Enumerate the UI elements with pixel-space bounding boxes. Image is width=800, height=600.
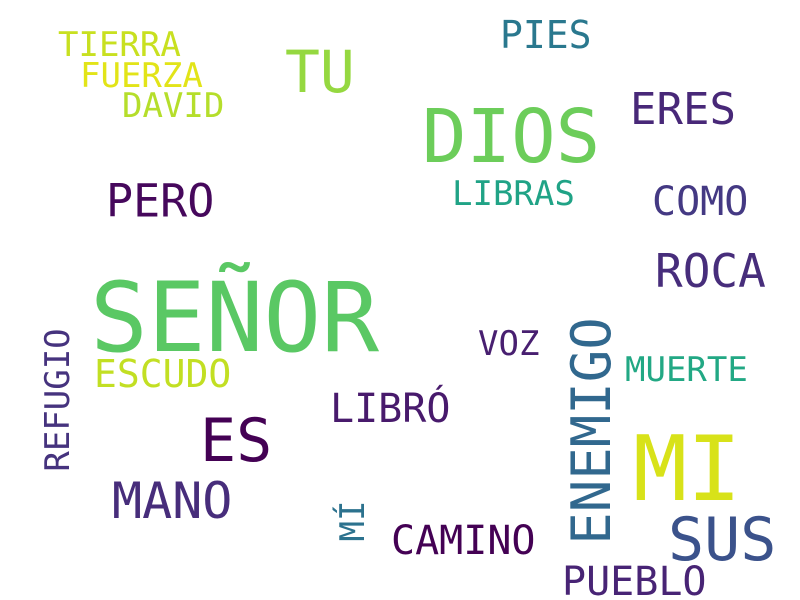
word-libro: LIBRÓ [330, 386, 451, 432]
word-senor: SEÑOR [90, 262, 379, 374]
word-libras: LIBRAS [452, 174, 575, 214]
word-mi-accent: MÍ [333, 500, 373, 542]
word-fuerza: FUERZA [80, 56, 203, 96]
word-enemigo: ENEMIGO [560, 317, 623, 545]
word-david: DAVID [122, 86, 225, 126]
word-como: COMO [652, 179, 749, 225]
word-escudo: ESCUDO [94, 352, 232, 396]
word-eres: ERES [630, 84, 736, 135]
word-sus: SUS [668, 505, 777, 575]
word-mi: MI [633, 417, 742, 522]
word-voz: VOZ [478, 324, 540, 364]
word-es: ES [200, 406, 273, 476]
word-tierra: TIERRA [58, 25, 181, 65]
word-dios: DIOS [422, 94, 601, 180]
word-pies: PIES [500, 13, 592, 57]
word-pero: PERO [106, 174, 215, 228]
word-roca: ROCA [655, 244, 766, 298]
word-pueblo: PUEBLO [562, 559, 707, 600]
word-camino: CAMINO [391, 518, 536, 564]
word-mano: MANO [112, 472, 233, 530]
word-tu: TU [285, 38, 355, 106]
word-muerte: MUERTE [625, 350, 748, 390]
word-refugio: REFUGIO [38, 328, 78, 472]
